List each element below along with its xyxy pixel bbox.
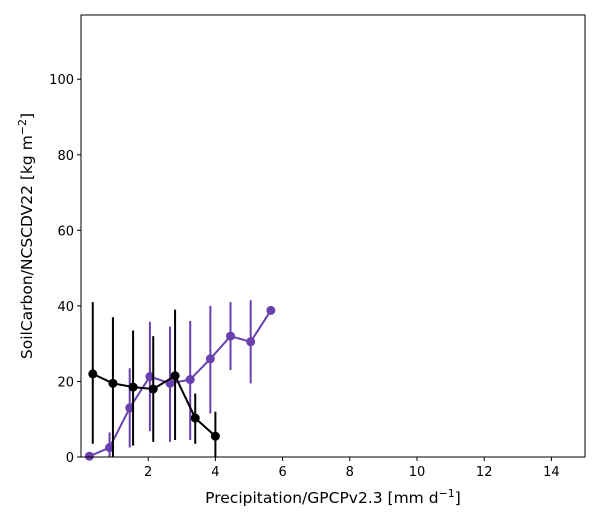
- data-point: [205, 354, 215, 364]
- y-tick-label: 20: [57, 375, 74, 390]
- x-tick-label: 12: [476, 465, 493, 480]
- data-point: [108, 378, 118, 388]
- data-point: [88, 369, 98, 379]
- x-tick-label: 8: [346, 465, 354, 480]
- y-axis-label-sup: −2: [16, 119, 29, 135]
- y-axis-label-tail: ]: [18, 113, 36, 119]
- x-tick-label: 14: [543, 465, 560, 480]
- y-tick-label: 100: [49, 73, 74, 88]
- data-point: [148, 384, 158, 394]
- x-axis-label: Precipitation/GPCPv2.3 [mm d−1]: [205, 487, 461, 507]
- data-point: [185, 375, 195, 385]
- series-2: [84, 300, 276, 461]
- plot-data: [84, 300, 276, 461]
- data-point: [210, 431, 220, 441]
- x-tick-label: 4: [211, 465, 219, 480]
- y-axis-label-main: SoilCarbon/NCSCDV22 [kg m: [18, 135, 36, 359]
- series-1: [88, 302, 220, 457]
- axis-ticks: 2 4 6 8 10 12 14 0 20 40 60 80 100: [49, 73, 560, 480]
- plot-frame: [80, 14, 586, 458]
- data-point: [84, 451, 94, 461]
- data-point: [170, 371, 180, 381]
- data-point: [266, 305, 276, 315]
- series-line: [89, 309, 272, 458]
- y-tick-label: 80: [57, 149, 74, 164]
- y-tick-label: 40: [57, 300, 74, 315]
- data-point: [128, 382, 138, 392]
- x-axis-label-sup: −1: [439, 487, 455, 500]
- x-axis-label-main: Precipitation/GPCPv2.3 [mm d: [205, 489, 438, 507]
- x-tick-label: 6: [278, 465, 286, 480]
- data-point: [105, 443, 115, 453]
- y-axis-label: SoilCarbon/NCSCDV22 [kg m−2]: [16, 113, 36, 359]
- y-tick-label: 0: [66, 451, 74, 466]
- data-point: [125, 403, 135, 413]
- data-point: [246, 337, 256, 347]
- x-tick-label: 10: [409, 465, 426, 480]
- data-point: [226, 331, 236, 341]
- data-point: [190, 413, 200, 423]
- x-tick-label: 2: [144, 465, 152, 480]
- y-tick-label: 60: [57, 224, 74, 239]
- x-axis-label-tail: ]: [455, 489, 461, 507]
- data-point: [145, 372, 155, 382]
